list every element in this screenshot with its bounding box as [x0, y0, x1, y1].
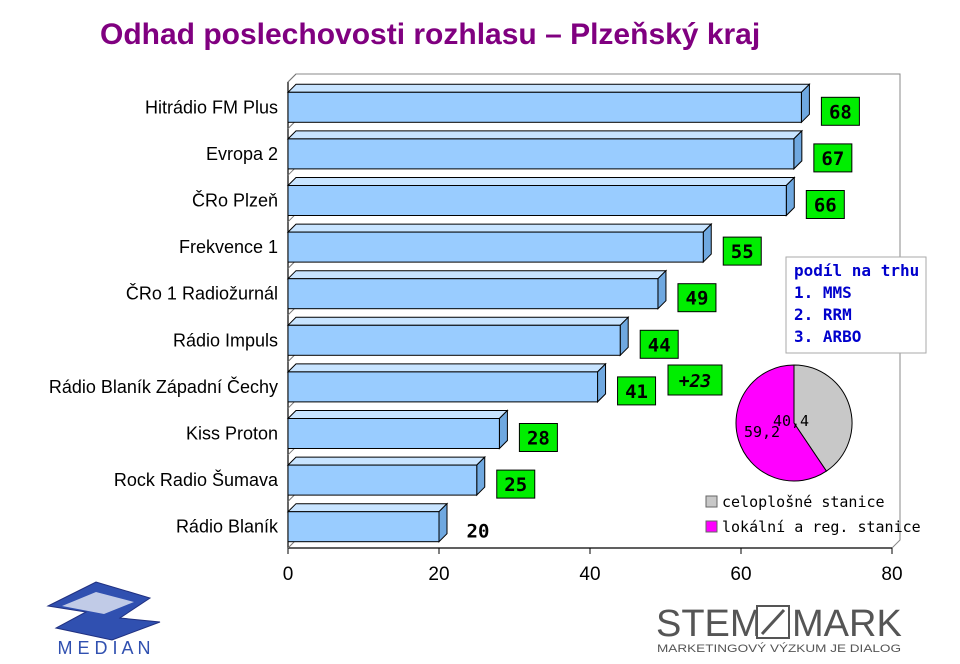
bar	[286, 269, 668, 310]
value-label-box	[639, 329, 679, 359]
stem-mark-logo: STEM MARK MARKETINGOVÝ VÝZKUM JE DIALOG	[656, 603, 902, 655]
value-label: 49	[686, 288, 709, 310]
legend-label-lokalni: lokální a reg. stanice	[722, 518, 921, 536]
x-tick-label: 20	[428, 564, 449, 585]
x-tick-label: 40	[579, 564, 600, 585]
market-share-item: 2. RRM	[794, 305, 852, 324]
bar	[286, 316, 630, 357]
x-tick-label: 80	[881, 564, 902, 585]
market-share-item: 1. MMS	[794, 283, 852, 302]
x-tick-group: 0 20 40 60 80	[283, 73, 903, 585]
x-tick-label: 0	[283, 564, 294, 585]
pie-slice	[735, 364, 828, 482]
value-label: 44	[648, 334, 671, 356]
annotation-label: +23	[679, 371, 712, 392]
value-label-box	[617, 376, 657, 406]
value-label-box	[722, 236, 762, 266]
category-label: Frekvence 1	[179, 237, 278, 257]
x-tick-label: 60	[730, 564, 751, 585]
category-label: Rádio Blaník	[176, 517, 279, 537]
category-label: ČRo 1 Radiožurnál	[126, 283, 278, 304]
annotation-box	[667, 364, 723, 396]
value-label: 68	[829, 101, 852, 123]
value-label-box	[805, 190, 845, 219]
bar	[286, 502, 449, 543]
stem-tagline: MARKETINGOVÝ VÝZKUM JE DIALOG	[657, 642, 901, 655]
value-label-box	[813, 143, 853, 173]
value-label: 55	[731, 241, 754, 263]
value-label: 28	[527, 428, 550, 450]
median-logo: M E D I A N	[46, 581, 161, 658]
value-label: 67	[821, 148, 844, 170]
bar	[286, 455, 486, 497]
pie-label-lokalni: 59,2	[744, 423, 780, 441]
value-label-box	[518, 423, 558, 452]
value-label: 66	[814, 195, 837, 217]
value-label: 25	[504, 474, 527, 496]
value-label: 41	[625, 381, 648, 403]
mark-wordmark: MARK	[792, 603, 902, 645]
market-share-heading: podíl na trhu	[794, 261, 919, 280]
page-title: Odhad poslechovosti rozhlasu – Plzeňský …	[100, 18, 761, 51]
category-label: Rádio Impuls	[173, 330, 278, 350]
legend-swatch-celoplosne	[705, 495, 718, 508]
pie-chart	[735, 364, 853, 482]
legend-swatch-lokalni	[705, 520, 718, 533]
pie-label-celoplosne: 40,4	[773, 412, 809, 430]
bar	[286, 409, 509, 450]
market-share-item: 3. ARBO	[794, 327, 861, 346]
bar-group	[286, 83, 811, 543]
row-divider	[287, 73, 297, 83]
value-label-box	[820, 96, 860, 126]
category-label: Kiss Proton	[186, 424, 278, 444]
pie-slice	[793, 364, 853, 472]
bar	[286, 83, 811, 124]
category-label: Hitrádio FM Plus	[145, 97, 278, 117]
category-label: Rock Radio Šumava	[114, 469, 279, 490]
bar	[286, 176, 796, 217]
bar	[286, 362, 607, 404]
bar	[286, 222, 713, 264]
value-label-box	[496, 469, 536, 499]
bar	[286, 129, 804, 171]
stem-wordmark: STEM	[656, 603, 762, 645]
legend-label-celoplosne: celoplošné stanice	[722, 493, 885, 511]
median-wordmark: M E D I A N	[57, 638, 150, 658]
category-label: Rádio Blaník Západní Čechy	[49, 376, 278, 397]
category-label-group: Hitrádio FM Plus Evropa 2 ČRo Plzeň Frekven…	[49, 97, 279, 536]
value-label: 20	[467, 521, 490, 543]
value-label-box	[677, 283, 717, 313]
category-label: Evropa 2	[206, 144, 278, 164]
category-label: ČRo Plzeň	[192, 190, 278, 211]
value-label-group: 68 67 66 55 49 44 41 28 25 20	[467, 96, 860, 543]
market-share-box	[785, 256, 927, 354]
